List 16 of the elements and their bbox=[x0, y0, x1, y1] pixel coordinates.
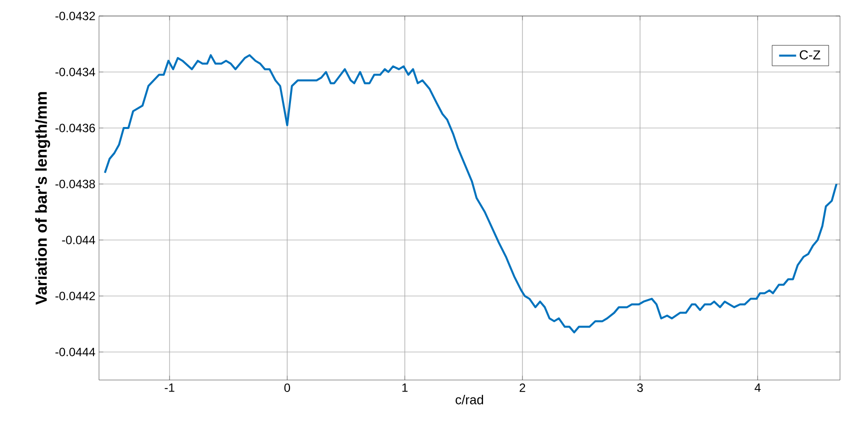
x-tick-label: 4 bbox=[754, 384, 761, 392]
y-tick-label: -0.0438 bbox=[55, 180, 95, 188]
legend-label: C-Z bbox=[800, 50, 820, 60]
x-tick-label: 0 bbox=[284, 384, 290, 392]
y-tick-label: -0.0436 bbox=[55, 124, 95, 132]
x-tick-label: 3 bbox=[637, 384, 643, 392]
x-tick-label: -1 bbox=[164, 384, 174, 392]
y-axis-title: Variation of bar's length/mm bbox=[35, 92, 50, 305]
y-tick-label: -0.0442 bbox=[55, 292, 95, 300]
x-axis-title: c/rad bbox=[456, 394, 484, 404]
y-tick-label: -0.0432 bbox=[55, 12, 95, 20]
x-tick-label: 2 bbox=[520, 384, 526, 392]
y-tick-label: -0.0444 bbox=[55, 348, 96, 356]
x-tick-label: 1 bbox=[402, 384, 408, 392]
y-tick-label: -0.044 bbox=[62, 236, 96, 244]
y-tick-label: -0.0434 bbox=[55, 68, 96, 76]
